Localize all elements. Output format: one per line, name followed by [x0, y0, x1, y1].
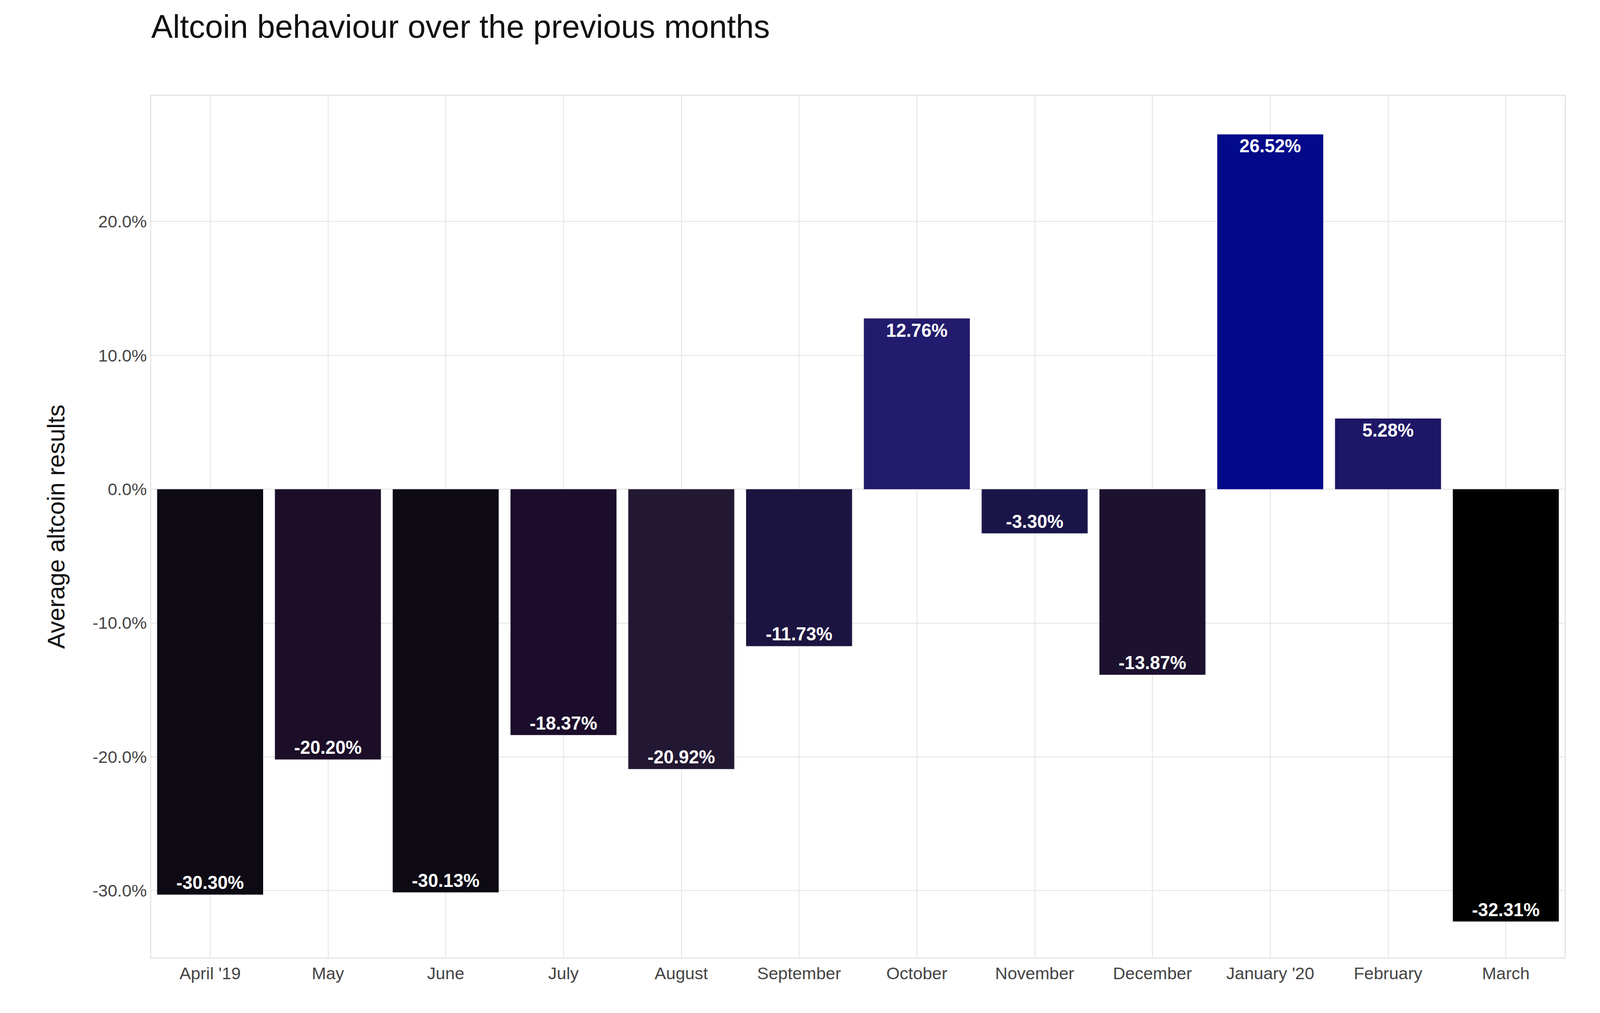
svg-text:-30.0%: -30.0%: [92, 880, 147, 900]
svg-text:March: March: [1482, 963, 1530, 983]
svg-text:-20.0%: -20.0%: [92, 747, 147, 767]
svg-text:September: September: [757, 963, 841, 983]
svg-text:July: July: [548, 963, 579, 983]
svg-text:-20.20%: -20.20%: [293, 736, 362, 758]
svg-text:-10.0%: -10.0%: [92, 612, 147, 633]
svg-text:10.0%: 10.0%: [98, 345, 147, 365]
svg-text:-30.13%: -30.13%: [411, 870, 480, 891]
svg-text:Average altcoin results: Average altcoin results: [42, 404, 70, 649]
svg-text:February: February: [1353, 963, 1423, 983]
svg-text:-30.30%: -30.30%: [176, 872, 244, 893]
svg-text:-11.73%: -11.73%: [765, 623, 833, 645]
svg-text:April '19: April '19: [179, 963, 241, 983]
svg-text:August: August: [654, 963, 709, 983]
svg-text:5.28%: 5.28%: [1362, 419, 1414, 441]
svg-text:May: May: [311, 963, 344, 983]
svg-text:-3.30%: -3.30%: [1005, 511, 1064, 532]
svg-text:-20.92%: -20.92%: [647, 746, 715, 768]
svg-text:12.76%: 12.76%: [886, 320, 948, 341]
svg-text:Altcoin behaviour over the pre: Altcoin behaviour over the previous mont…: [151, 8, 770, 45]
svg-text:20.0%: 20.0%: [98, 211, 147, 231]
svg-text:January '20: January '20: [1225, 963, 1315, 983]
svg-text:-32.31%: -32.31%: [1471, 899, 1540, 920]
svg-text:26.52%: 26.52%: [1239, 135, 1302, 157]
svg-text:December: December: [1113, 963, 1193, 983]
svg-text:0.0%: 0.0%: [107, 479, 148, 499]
svg-text:-13.87%: -13.87%: [1118, 652, 1187, 673]
svg-text:November: November: [995, 963, 1075, 983]
svg-text:-18.37%: -18.37%: [529, 712, 598, 734]
svg-text:October: October: [886, 963, 948, 983]
svg-text:June: June: [426, 963, 465, 983]
